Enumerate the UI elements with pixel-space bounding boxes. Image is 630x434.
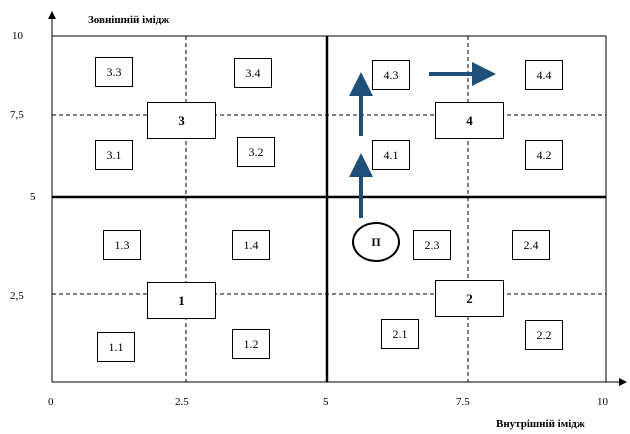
y-tick-label: 7,5 bbox=[10, 109, 24, 121]
quadrant-label: 1 bbox=[147, 282, 216, 319]
cell-box: 4.4 bbox=[525, 60, 563, 90]
x-tick-label: 5 bbox=[323, 396, 329, 408]
cell-box: 2.3 bbox=[413, 230, 451, 260]
y-tick-label: 5 bbox=[30, 191, 36, 203]
quadrant-label: 4 bbox=[435, 102, 504, 139]
cell-box: 4.2 bbox=[525, 140, 563, 170]
cell-box: 1.4 bbox=[232, 230, 270, 260]
cell-box: 3.2 bbox=[237, 137, 275, 167]
cell-box: 2.1 bbox=[381, 319, 419, 349]
cell-box: 3.1 bbox=[95, 140, 133, 170]
matrix-frame bbox=[51, 35, 607, 383]
quadrant-label: 2 bbox=[435, 280, 504, 317]
cell-box: 1.3 bbox=[103, 230, 141, 260]
y-tick-label: 10 bbox=[12, 30, 23, 42]
x-tick-label: 2.5 bbox=[175, 396, 189, 408]
cell-box: 2.2 bbox=[525, 320, 563, 350]
cell-box: 3.4 bbox=[234, 58, 272, 88]
x-tick-label: 7.5 bbox=[456, 396, 470, 408]
quadrant-label: 3 bbox=[147, 102, 216, 139]
cell-box: 1.1 bbox=[97, 332, 135, 362]
cell-box: 3.3 bbox=[95, 57, 133, 87]
cell-box: 4.1 bbox=[372, 140, 410, 170]
x-tick-label: 10 bbox=[597, 396, 608, 408]
cell-box: 1.2 bbox=[232, 329, 270, 359]
x-tick-label: 0 bbox=[48, 396, 54, 408]
y-axis-title: Зовнішній імідж bbox=[88, 14, 170, 26]
position-marker: П bbox=[352, 222, 400, 262]
y-tick-label: 2,5 bbox=[10, 290, 24, 302]
cell-box: 2.4 bbox=[512, 230, 550, 260]
cell-box: 4.3 bbox=[372, 60, 410, 90]
x-axis-title: Внутрішній імідж bbox=[496, 418, 585, 430]
